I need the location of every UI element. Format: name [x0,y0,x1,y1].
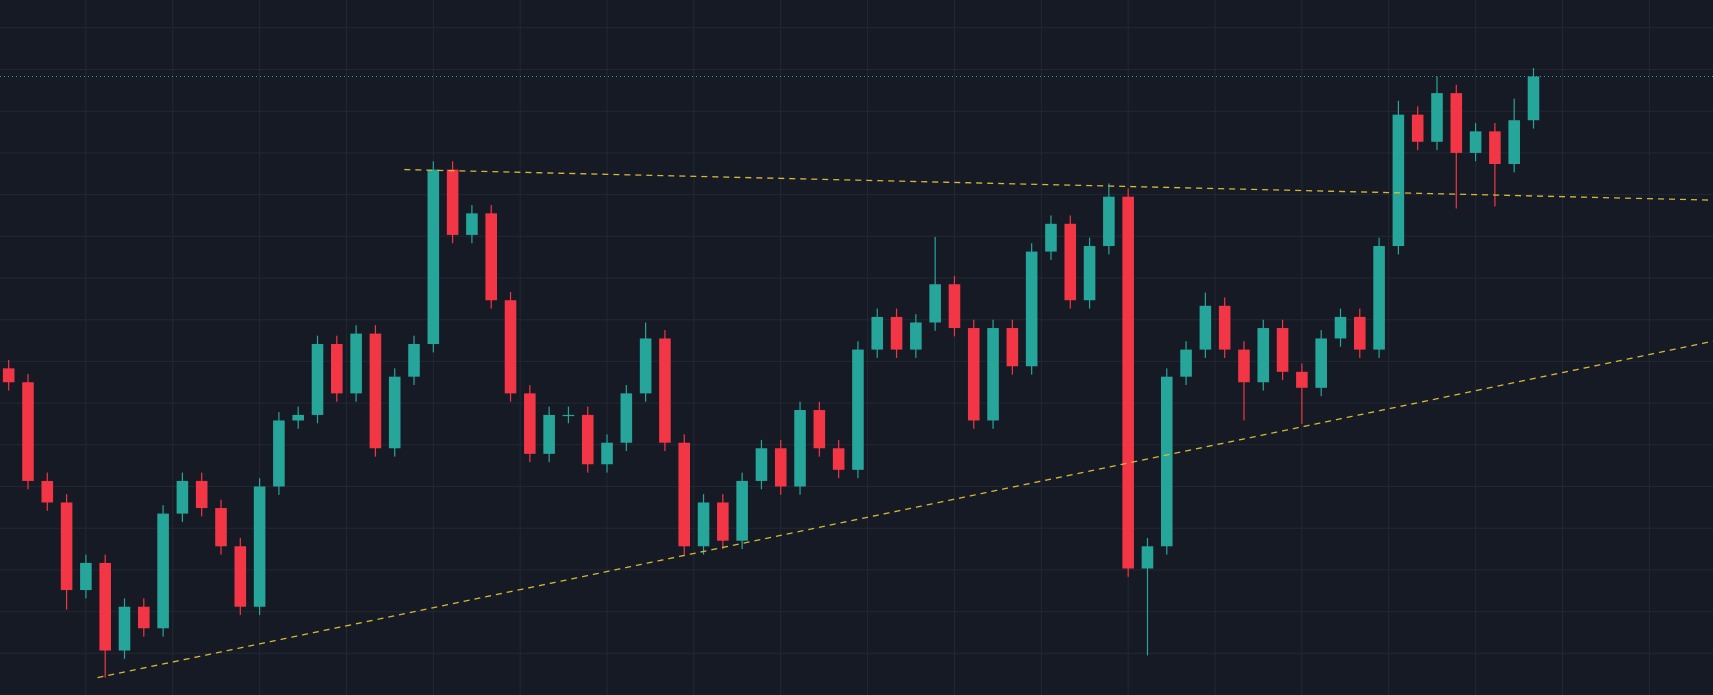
candle-body [1180,349,1192,377]
candle-body [99,562,111,651]
candle-body [485,213,498,301]
candle-body [234,546,247,607]
candle-body [1257,328,1270,383]
candle-body [1353,316,1366,350]
candle-body [427,169,440,345]
candle-body [118,606,131,651]
candle-body [1141,546,1154,569]
candle-body [832,448,845,470]
candle-body [292,414,304,421]
candle-body [813,410,826,449]
candle-body [60,502,73,591]
candle-body [1103,196,1115,247]
candle-body [331,344,343,394]
candle-body [1045,223,1057,252]
candle-body [1276,328,1289,372]
candle-body [524,393,536,454]
candle-body [1508,120,1520,165]
candle-body [852,349,864,470]
candle-body [215,508,227,547]
candle-body [1334,316,1347,339]
candle-body [1431,93,1443,142]
candle-body [639,338,652,394]
candle-body [253,486,266,607]
candle-body [717,502,729,541]
candle-body [967,328,980,421]
candle-body [408,344,420,377]
candle-body [1296,371,1308,388]
candle-body [1373,246,1385,350]
candle-body [1218,305,1231,350]
candle-body [446,169,459,235]
candle-body [543,414,555,454]
candle-body [678,442,691,547]
candle-body [620,393,633,443]
candle-body [1160,376,1173,547]
candle-body [736,480,748,541]
candle-body [871,316,884,350]
candle-body [562,414,575,417]
candle-body [1469,131,1482,153]
candle-body [2,368,15,383]
candle-body [1450,93,1463,153]
candle-body [601,442,613,465]
candle-body [1083,246,1096,301]
candle-body [890,316,903,350]
candle-body [1199,305,1212,350]
candle-body [1006,328,1019,367]
candle-body [41,480,54,503]
candle-body [1025,251,1038,367]
candle-body [929,284,941,323]
candle-body [22,382,34,481]
trend-line [404,168,1713,201]
candle-body [273,420,285,487]
candle-body [176,480,189,514]
candle-body [350,333,362,394]
candle-body [948,284,961,329]
candle-body [80,562,92,591]
candle-body [311,344,324,415]
candle-body [755,448,768,481]
candle-body [369,333,382,449]
candle-body [794,410,806,487]
candle-body [138,606,150,629]
candle-body [504,300,517,394]
candle-body [1411,114,1424,142]
candle-body [910,322,922,350]
candle-body [1527,76,1540,121]
candle-body [987,328,999,421]
candle-body [1392,114,1405,247]
candle-body [1489,131,1501,165]
candle-body [697,502,710,547]
candle-body [1315,338,1327,388]
candle-body [659,338,671,443]
candle-body [1064,223,1077,301]
candle-body [157,513,169,629]
candle-body [774,448,787,487]
candle-body [388,376,401,449]
candle-body [195,480,208,509]
trend-line [97,340,1713,679]
candle-body [1238,349,1250,383]
candle-body [581,414,594,465]
candle-body [1122,196,1134,569]
candle-body [466,213,478,235]
